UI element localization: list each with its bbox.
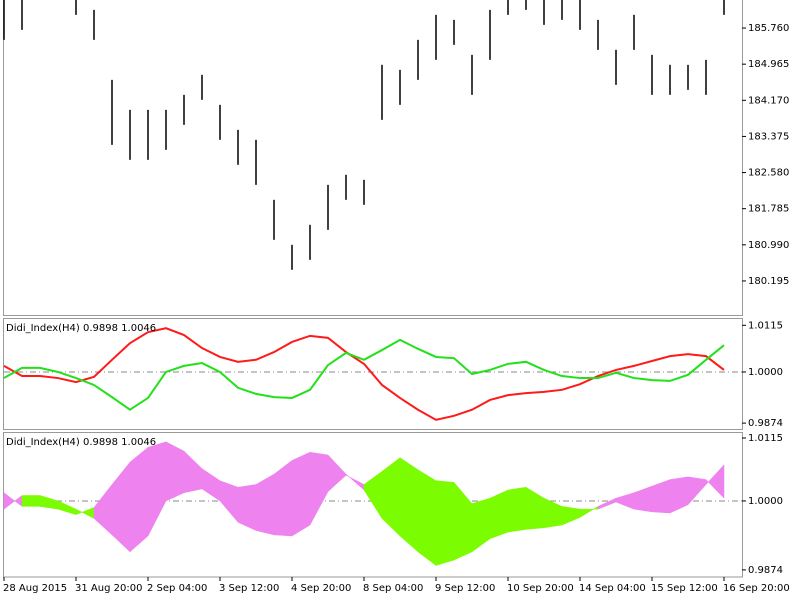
y-tick-label: 185.760 [748, 23, 789, 34]
y-tick-label: 1.0115 [748, 433, 783, 444]
histogram-fill [489, 489, 509, 540]
indicator-line [3, 327, 725, 421]
x-tick-label: 28 Aug 2015 [3, 583, 67, 594]
y-tick-label: 182.580 [748, 168, 789, 179]
pane-frame [3, 318, 743, 430]
y-tick-label: 0.9874 [748, 565, 783, 576]
y-tick-label: 184.170 [748, 95, 789, 106]
histogram-fill [273, 459, 293, 537]
indicator-title: Didi_Index(H4) 0.9898 1.0046 [6, 323, 156, 334]
pane-frame [3, 0, 743, 316]
pane-frame [3, 432, 743, 578]
histogram-fill [237, 484, 257, 531]
x-tick-label: 31 Aug 20:00 [75, 583, 142, 594]
x-tick-label: 9 Sep 12:00 [435, 583, 495, 594]
pane [3, 441, 742, 567]
y-tick-label: 184.965 [748, 59, 789, 70]
y-tick-label: 181.785 [748, 204, 789, 215]
histogram-fill [705, 464, 725, 499]
y-tick-label: 1.0115 [748, 320, 783, 331]
histogram-fill [255, 473, 275, 536]
histogram-fill [129, 446, 149, 553]
histogram-fill [165, 441, 185, 502]
histogram-fill [435, 480, 455, 566]
y-tick-label: 1.0000 [748, 367, 783, 378]
y-tick-label: 180.990 [748, 240, 789, 251]
x-tick-label: 14 Sep 04:00 [579, 583, 646, 594]
indicator-line [3, 338, 725, 411]
x-tick-label: 3 Sep 12:00 [219, 583, 279, 594]
y-tick-label: 183.375 [748, 131, 789, 142]
histogram-fill [291, 451, 311, 537]
histogram-fill [507, 486, 527, 533]
x-tick-label: 10 Sep 20:00 [507, 583, 574, 594]
x-tick-label: 16 Sep 20:00 [723, 583, 790, 594]
indicator-title: Didi_Index(H4) 0.9898 1.0046 [6, 437, 156, 448]
histogram-fill [417, 469, 437, 567]
pane [3, 0, 725, 270]
x-tick-label: 4 Sep 20:00 [291, 583, 351, 594]
x-tick-label: 15 Sep 12:00 [651, 583, 718, 594]
y-tick-label: 0.9874 [748, 418, 783, 429]
histogram-fill [21, 495, 41, 507]
x-tick-label: 2 Sep 04:00 [147, 583, 207, 594]
histogram-fill [399, 457, 419, 553]
x-tick-label: 8 Sep 04:00 [363, 583, 423, 594]
pane [3, 327, 742, 421]
y-tick-label: 1.0000 [748, 496, 783, 507]
y-tick-label: 180.195 [748, 276, 789, 287]
